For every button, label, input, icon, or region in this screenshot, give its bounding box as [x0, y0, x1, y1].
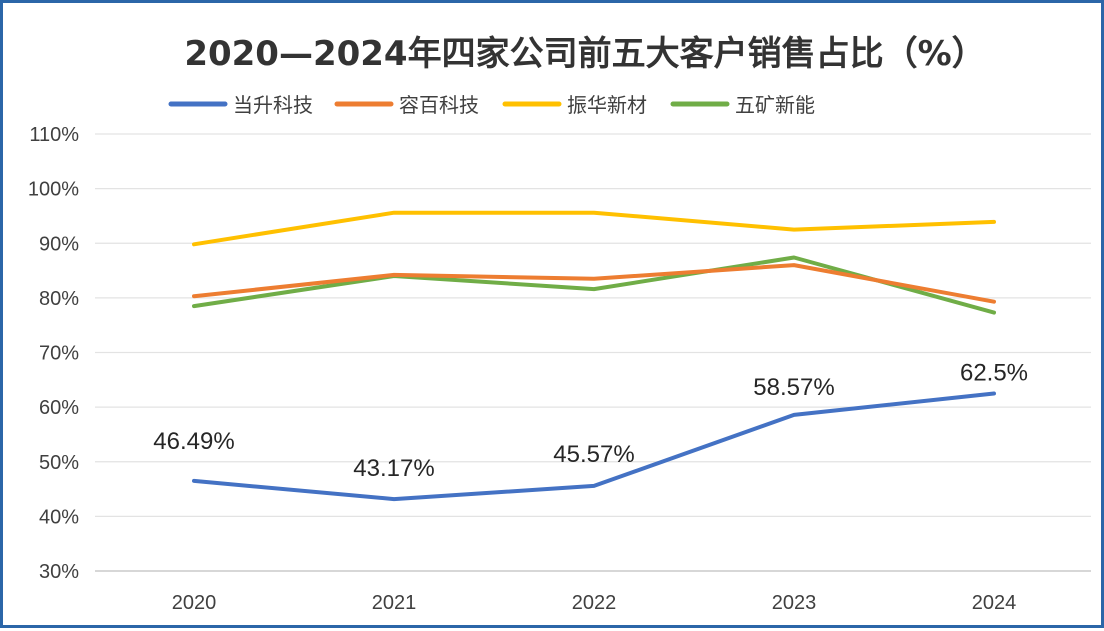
data-label: 58.57%: [753, 374, 834, 401]
y-tick-label: 90%: [39, 233, 79, 255]
line-chart: 2020—2024年四家公司前五大客户销售占比（%） 当升科技 容百科技 振华新材 五…: [28, 34, 1091, 614]
series-line-3: [192, 210, 996, 247]
data-label: 46.49%: [153, 428, 234, 455]
x-tick-label: 2021: [372, 592, 417, 614]
legend: 当升科技 容百科技 振华新材 五矿新能: [168, 93, 815, 117]
x-tick-label: 2023: [772, 592, 817, 614]
data-label: 45.57%: [553, 441, 634, 468]
y-tick-label: 70%: [39, 343, 79, 365]
chart-title: 2020—2024年四家公司前五大客户销售占比（%）: [184, 34, 985, 74]
y-tick-label: 60%: [39, 397, 79, 419]
gridlines: [95, 133, 1091, 572]
series-line-1: [192, 391, 996, 502]
y-tick-label: 80%: [39, 288, 79, 310]
x-tick-label: 2020: [172, 592, 217, 614]
x-axis-ticks: 2020 2021 2022 2023 2024: [172, 592, 1017, 614]
data-label: 43.17%: [353, 455, 434, 482]
data-label: 62.5%: [960, 359, 1028, 386]
legend-label-3: 振华新材: [567, 93, 647, 117]
y-axis-ticks: 30% 40% 50% 60% 70% 80% 90% 100% 110%: [28, 124, 79, 583]
legend-label-1: 当升科技: [233, 93, 313, 117]
data-labels: 46.49% 43.17% 45.57% 58.57% 62.5%: [153, 359, 1028, 482]
legend-label-2: 容百科技: [399, 93, 479, 117]
y-tick-label: 110%: [29, 124, 79, 146]
series-line-2: [192, 263, 996, 304]
y-tick-label: 100%: [28, 179, 79, 201]
y-tick-label: 50%: [39, 452, 79, 474]
y-tick-label: 30%: [39, 561, 79, 583]
x-tick-label: 2022: [572, 592, 617, 614]
x-tick-label: 2024: [972, 592, 1017, 614]
series-lines: [192, 210, 996, 502]
legend-label-4: 五矿新能: [735, 93, 815, 117]
y-tick-label: 40%: [39, 506, 79, 528]
